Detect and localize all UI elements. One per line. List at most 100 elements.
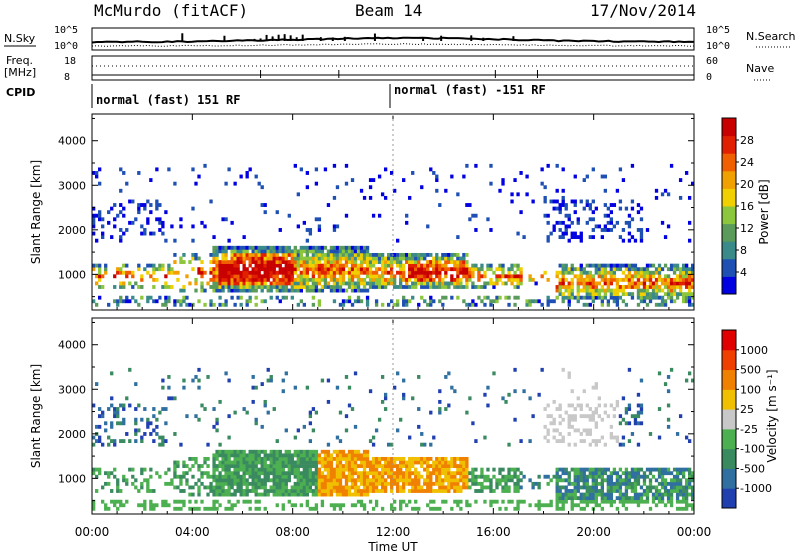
- heatmap-cell: [627, 485, 632, 490]
- heatmap-cell: [588, 407, 592, 411]
- y-tick-label: 3000: [58, 179, 86, 192]
- heatmap-cell: [284, 277, 288, 282]
- heatmap-cell: [248, 456, 252, 461]
- heatmap-cell: [329, 245, 334, 250]
- heatmap-cell: [645, 274, 650, 279]
- heatmap-cell: [134, 421, 138, 426]
- heatmap-cell: [281, 389, 285, 394]
- heatmap-cell: [483, 302, 487, 307]
- heatmap-cell: [296, 192, 300, 197]
- heatmap-cell: [332, 489, 337, 493]
- heatmap-cell: [645, 499, 650, 504]
- heatmap-cell: [561, 167, 565, 172]
- heatmap-cell: [188, 506, 192, 511]
- heatmap-cell: [356, 267, 361, 272]
- heatmap-cell: [555, 274, 559, 279]
- heatmap-cell: [329, 503, 334, 508]
- heatmap-cell: [356, 474, 361, 479]
- heatmap-cell: [420, 295, 424, 300]
- heatmap-cell: [576, 403, 580, 408]
- heatmap-cell: [441, 478, 445, 483]
- heatmap-cell: [155, 417, 159, 422]
- heatmap-cell: [350, 260, 355, 264]
- heatmap-cell: [426, 302, 430, 307]
- colorbar-swatch: [722, 188, 736, 207]
- heatmap-cell: [594, 481, 598, 486]
- heatmap-cell: [200, 481, 204, 486]
- heatmap-cell: [326, 478, 331, 483]
- heatmap-cell: [465, 163, 469, 168]
- heatmap-cell: [248, 449, 252, 454]
- heatmap-cell: [239, 245, 243, 250]
- heatmap-cell: [690, 378, 695, 383]
- heatmap-cell: [362, 260, 367, 264]
- heatmap-cell: [660, 474, 665, 479]
- heatmap-cell: [332, 195, 337, 200]
- heatmap-cell: [272, 467, 276, 472]
- heatmap-cell: [651, 474, 656, 479]
- heatmap-cell: [167, 267, 171, 272]
- heatmap-cell: [311, 407, 316, 411]
- heatmap-cell: [335, 285, 340, 289]
- heatmap-cell: [681, 499, 686, 504]
- heatmap-cell: [618, 467, 623, 472]
- heatmap-cell: [287, 270, 291, 275]
- heatmap-cell: [254, 478, 258, 483]
- heatmap-cell: [215, 449, 219, 454]
- heatmap-cell: [609, 263, 614, 268]
- heatmap-cell: [564, 231, 568, 236]
- heatmap-cell: [122, 270, 126, 275]
- heatmap-cell: [522, 474, 526, 479]
- heatmap-cell: [519, 439, 523, 444]
- heatmap-cell: [296, 256, 300, 261]
- heatmap-cell: [362, 456, 367, 461]
- heatmap-cell: [426, 471, 430, 476]
- heatmap-cell: [359, 492, 364, 497]
- heatmap-cell: [182, 299, 186, 304]
- heatmap-cell: [408, 460, 412, 465]
- heatmap-cell: [149, 432, 153, 436]
- heatmap-cell: [417, 302, 421, 307]
- heatmap-cell: [462, 460, 466, 465]
- heatmap-cell: [152, 285, 156, 289]
- heatmap-cell: [227, 489, 231, 493]
- heatmap-cell: [486, 478, 490, 483]
- x-tick-label: 04:00: [175, 525, 210, 539]
- heatmap-cell: [356, 492, 361, 497]
- heatmap-cell: [218, 281, 222, 286]
- heatmap-cell: [377, 267, 382, 272]
- heatmap-cell: [245, 249, 249, 254]
- heatmap-cell: [152, 506, 156, 511]
- heatmap-cell: [609, 228, 614, 232]
- heatmap-cell: [155, 471, 159, 476]
- heatmap-cell: [570, 489, 574, 493]
- heatmap-cell: [347, 478, 352, 483]
- heatmap-cell: [537, 481, 541, 486]
- heatmap-cell: [471, 285, 475, 289]
- heatmap-cell: [248, 288, 252, 293]
- heatmap-cell: [423, 456, 427, 461]
- heatmap-cell: [426, 270, 430, 275]
- heatmap-cell: [501, 489, 505, 493]
- heatmap-cell: [182, 464, 186, 468]
- heatmap-cell: [636, 203, 641, 207]
- heatmap-cell: [684, 478, 689, 483]
- heatmap-cell: [423, 489, 427, 493]
- heatmap-cell: [486, 217, 490, 222]
- heatmap-cell: [393, 506, 397, 511]
- heatmap-cell: [233, 267, 237, 272]
- heatmap-cell: [344, 181, 349, 186]
- heatmap-cell: [296, 224, 300, 229]
- heatmap-cell: [233, 274, 237, 279]
- heatmap-cell: [654, 478, 659, 483]
- heatmap-cell: [227, 478, 231, 483]
- heatmap-cell: [308, 489, 313, 493]
- heatmap-cell: [284, 285, 288, 289]
- heatmap-cell: [191, 464, 195, 468]
- heatmap-cell: [305, 453, 310, 458]
- heatmap-cell: [486, 403, 490, 408]
- heatmap-cell: [335, 256, 340, 261]
- heatmap-cell: [281, 260, 285, 264]
- heatmap-cell: [465, 456, 469, 461]
- heatmap-cell: [558, 210, 562, 215]
